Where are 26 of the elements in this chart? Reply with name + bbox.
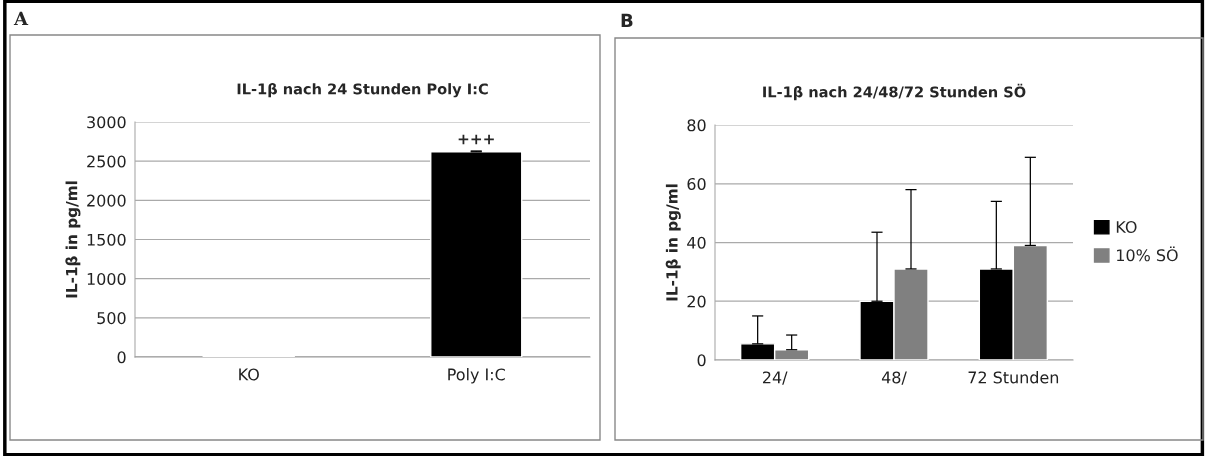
y-tick-label: 60 [687, 177, 706, 191]
y-tick-label: 2500 [87, 155, 126, 168]
x-tick-label: 24/ [762, 371, 788, 385]
legend-label: KO [1116, 220, 1137, 234]
chart-title: IL-1β nach 24/48/72 Stunden SÖ [763, 83, 1026, 101]
text: A [13, 11, 29, 25]
annotation: +++ [458, 134, 494, 145]
y-tick-label: 1500 [87, 233, 126, 246]
x-tick-label: 72 Stunden [968, 371, 1059, 384]
chart-title: IL-1β nach 24 Stunden Poly I:C [237, 82, 488, 98]
x-tick-label: 48/ [881, 371, 907, 385]
y-tick-label: 80 [687, 119, 706, 132]
y-tick-label: 3000 [87, 116, 126, 129]
x-tick-label: Poly I:C [448, 368, 505, 384]
x-tick-label: KO [239, 368, 259, 381]
y-tick-label: 2000 [87, 194, 126, 207]
y-tick-label: 40 [687, 236, 706, 249]
y-tick-label: 20 [687, 295, 706, 308]
y-tick-label: 500 [97, 312, 126, 325]
y-axis-title: IL-1β in pg/ml [665, 184, 681, 301]
y-tick-label: 0 [697, 354, 706, 367]
legend-label: 10% SÖ [1117, 246, 1178, 262]
y-axis-title: IL-1β in pg/ml [65, 181, 81, 298]
y-tick-label: 1000 [87, 272, 126, 285]
y-tick-label: 0 [117, 351, 126, 364]
text: B [621, 13, 633, 27]
